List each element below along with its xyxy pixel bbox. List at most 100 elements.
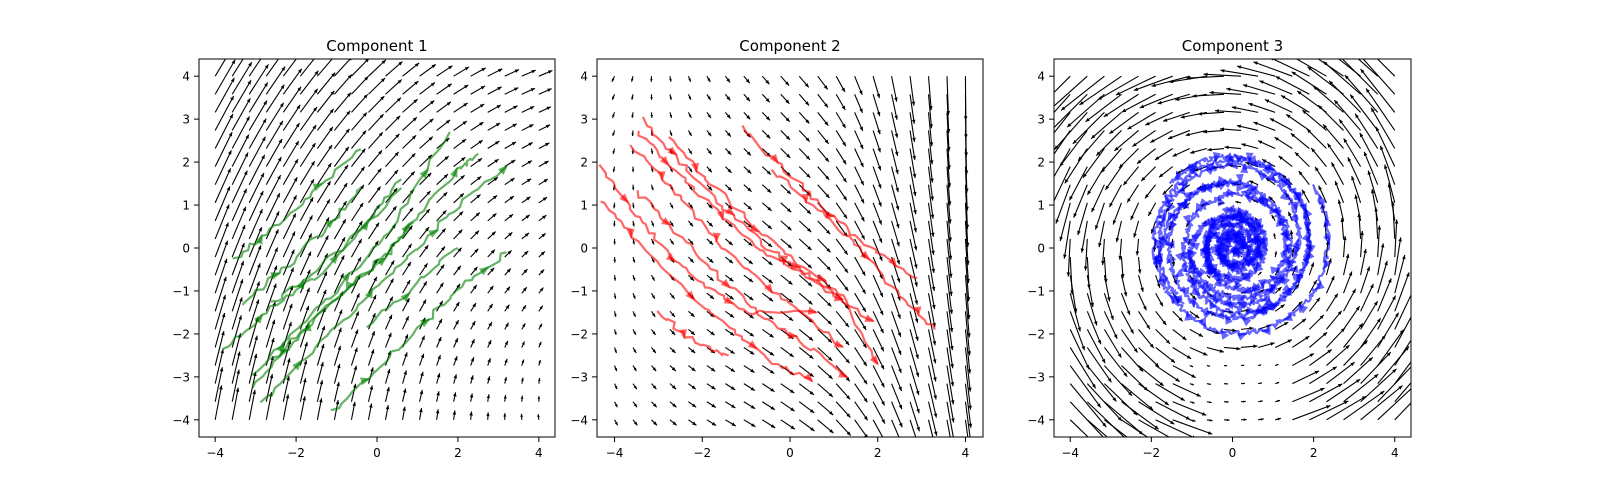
trajectory-arrow [717, 210, 725, 221]
field-arrow-head [1098, 243, 1102, 247]
field-arrow [929, 347, 936, 381]
field-arrow [1302, 110, 1326, 130]
field-arrow [1348, 30, 1394, 76]
field-arrow-head [612, 115, 614, 118]
axes-frame [199, 59, 555, 437]
field-arrow [1378, 380, 1421, 420]
field-arrow-head [299, 51, 303, 55]
field-arrow [910, 329, 918, 359]
field-arrow [1361, 318, 1381, 347]
field-arrow-head [1418, 324, 1422, 328]
field-arrow-head [421, 354, 424, 358]
field-arrow [1339, 56, 1378, 95]
field-arrow [249, 46, 269, 76]
y-tick-label: 0 [580, 242, 588, 256]
field-arrow [266, 193, 280, 221]
field-arrow [929, 293, 935, 327]
field-arrow-head [951, 418, 955, 422]
field-arrow [266, 247, 277, 275]
x-tick-label: 4 [962, 446, 970, 460]
field-arrow-head [219, 385, 223, 389]
field-arrow-head [288, 322, 291, 326]
field-arrow-head [274, 266, 277, 270]
field-arrow [1292, 388, 1324, 402]
field-arrow [1348, 157, 1361, 184]
y-tick-label: 4 [1037, 70, 1045, 84]
field-arrow-head [1384, 261, 1387, 265]
field-arrow-head [306, 306, 309, 310]
field-arrow [1281, 95, 1309, 112]
field-arrow [232, 370, 239, 402]
field-arrow-head [289, 304, 292, 308]
field-arrow-head [897, 260, 900, 264]
field-arrow-head [1163, 118, 1167, 121]
y-tick-label: 0 [182, 242, 190, 256]
panel-title: Component 2 [739, 37, 840, 55]
field-arrow [929, 402, 937, 436]
field-arrow [232, 116, 249, 148]
field-arrow [215, 204, 229, 238]
field-arrow [1307, 129, 1326, 148]
field-arrow [1121, 329, 1137, 352]
field-arrow-head [1127, 311, 1130, 315]
field-arrow-head [286, 394, 290, 398]
y-tick-label: 2 [580, 156, 588, 170]
x-tick-label: 0 [373, 446, 381, 460]
field-arrow-head [913, 174, 917, 178]
field-arrow [1085, 239, 1087, 271]
field-arrow-head [877, 148, 880, 152]
field-arrow-head [612, 133, 614, 136]
y-tick-label: −2 [570, 327, 588, 341]
field-arrow [1253, 62, 1292, 76]
field-arrow-head [913, 210, 917, 214]
field-arrow-head [1113, 220, 1116, 224]
field-arrow [266, 175, 280, 203]
field-arrow-head [338, 346, 341, 350]
field-arrow [232, 297, 242, 329]
field-arrow-head [1024, 118, 1028, 122]
field-arrow [1156, 366, 1180, 382]
field-arrow-head [917, 427, 920, 431]
field-arrow-head [1381, 243, 1385, 247]
field-arrow-head [914, 228, 918, 232]
field-arrow [215, 313, 224, 347]
field-arrow [1024, 76, 1070, 122]
field-arrow-head [1333, 36, 1337, 40]
field-arrow [1073, 112, 1105, 144]
y-tick-label: −4 [570, 413, 588, 427]
field-arrow-head [613, 260, 615, 263]
field-arrow [232, 351, 240, 383]
field-arrow [1395, 272, 1409, 311]
field-arrow-head [1101, 261, 1105, 265]
y-tick-label: 3 [1037, 113, 1045, 127]
field-arrow [215, 168, 230, 202]
field-arrow-head [1311, 262, 1314, 266]
field-arrow-head [1253, 62, 1257, 65]
field-arrow-head [1094, 321, 1097, 325]
field-arrow [873, 420, 885, 442]
field-arrow-head [224, 259, 227, 263]
trajectory-arrow [713, 233, 721, 243]
x-tick-label: 4 [535, 446, 543, 460]
field-arrow-head [613, 224, 615, 227]
field-arrow-head [369, 404, 373, 408]
field-arrow [910, 203, 916, 233]
field-arrow [1139, 347, 1159, 366]
y-tick-label: −3 [1027, 370, 1045, 384]
field-arrow [1361, 369, 1397, 402]
field-arrow-head [1286, 53, 1290, 57]
field-arrow-head [402, 407, 406, 411]
field-arrow-head [964, 116, 968, 120]
x-tick-label: −4 [1061, 446, 1079, 460]
field-arrow [1121, 384, 1153, 410]
field-arrow [929, 221, 934, 255]
field-arrow [215, 186, 230, 220]
field-arrow-head [670, 133, 672, 136]
field-arrow-head [437, 373, 440, 377]
x-tick-label: −2 [693, 446, 711, 460]
field-arrow [1104, 347, 1127, 376]
field-arrow-head [878, 166, 881, 170]
field-arrow-head [239, 297, 242, 301]
